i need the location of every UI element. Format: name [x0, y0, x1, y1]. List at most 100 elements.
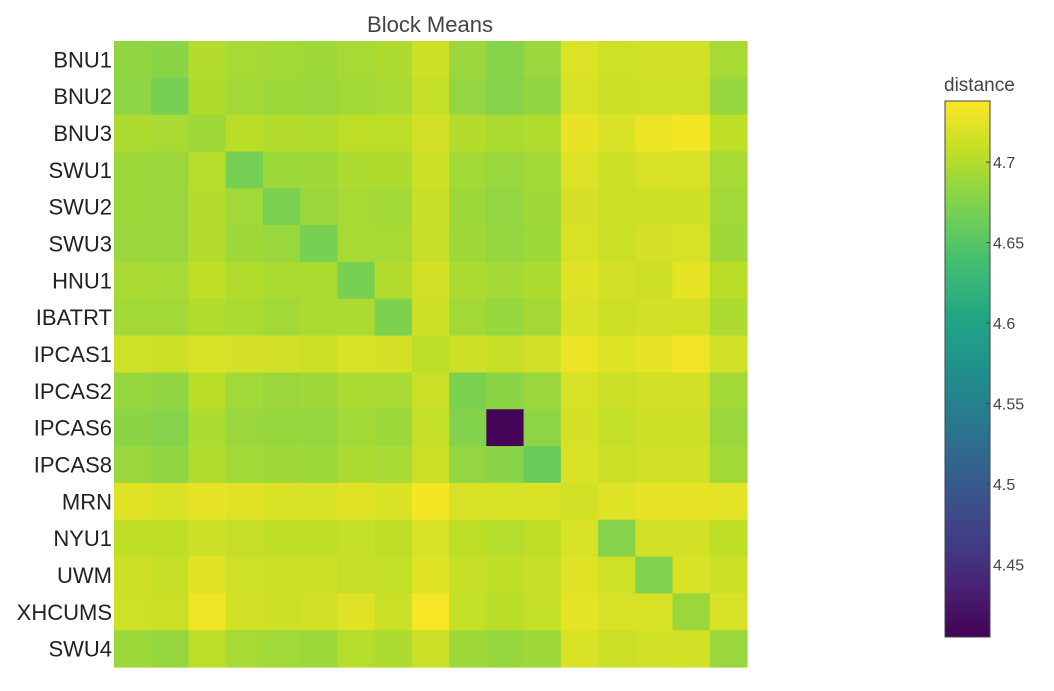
heatmap-cell-SWU2-XHCUMS: [672, 188, 711, 226]
heatmap-cell-SWU4-BNU2: [151, 630, 190, 668]
heatmap-cell-BNU1-BNU1: [114, 41, 152, 79]
heatmap-cell-IPCAS2-NYU1: [598, 372, 636, 410]
heatmap-cell-HNU1-HNU1: [337, 261, 376, 300]
heatmap-cell-XHCUMS-IPCAS1: [411, 593, 450, 631]
heatmap-cell-IPCAS6-IPCAS6: [486, 409, 525, 447]
y-tick-label-IBATRT: IBATRT: [36, 305, 112, 330]
heatmap-cell-IPCAS6-SWU3: [300, 409, 339, 447]
heatmap-cell-SWU2-NYU1: [598, 188, 636, 226]
heatmap-cell-SWU1-UWM: [635, 151, 674, 189]
heatmap-cell-IPCAS8-SWU3: [300, 446, 339, 484]
heatmap-cell-MRN-SWU4: [709, 482, 748, 521]
heatmap-cell-IBATRT-SWU3: [300, 298, 339, 337]
heatmap-cell-NYU1-IPCAS8: [523, 519, 562, 558]
heatmap-cell-SWU4-SWU1: [225, 630, 264, 668]
heatmap-cell-SWU1-SWU2: [262, 151, 301, 189]
heatmap-cell-IPCAS8-IPCAS1: [411, 446, 450, 484]
heatmap-cell-BNU2-XHCUMS: [672, 77, 711, 116]
y-tick-label-UWM: UWM: [57, 563, 112, 588]
heatmap-cell-SWU2-SWU2: [262, 188, 301, 226]
heatmap-cell-BNU3-SWU2: [262, 114, 301, 153]
heatmap-cell-BNU2-SWU2: [262, 77, 301, 116]
heatmap-cell-BNU3-MRN: [560, 114, 599, 153]
heatmap-cell-IPCAS2-HNU1: [337, 372, 376, 410]
heatmap-cell-IBATRT-IPCAS8: [523, 298, 562, 337]
heatmap-cell-IPCAS1-SWU3: [300, 335, 339, 374]
heatmap-cell-SWU4-UWM: [635, 630, 674, 668]
heatmap-cell-IPCAS2-BNU3: [188, 372, 227, 410]
y-tick-label-SWU1: SWU1: [48, 158, 112, 183]
heatmap-cell-BNU3-IPCAS1: [411, 114, 450, 153]
heatmap-cell-BNU1-IPCAS6: [486, 41, 525, 79]
heatmap-cell-NYU1-MRN: [560, 519, 599, 558]
heatmap-cell-XHCUMS-BNU3: [188, 593, 227, 631]
heatmap-cell-BNU1-NYU1: [598, 41, 636, 79]
heatmap-cell-NYU1-HNU1: [337, 519, 376, 558]
heatmap-cell-BNU2-IBATRT: [374, 77, 413, 116]
heatmap-cell-IBATRT-SWU2: [262, 298, 301, 337]
heatmap-cell-IPCAS6-BNU3: [188, 409, 227, 447]
heatmap-cell-IPCAS2-SWU1: [225, 372, 264, 410]
heatmap-cell-SWU3-SWU2: [262, 225, 301, 263]
heatmap-cell-IBATRT-BNU2: [151, 298, 190, 337]
heatmap-cell-MRN-SWU1: [225, 482, 264, 521]
heatmap-cell-SWU1-HNU1: [337, 151, 376, 189]
heatmap-cell-MRN-BNU3: [188, 482, 227, 521]
y-tick-label-SWU2: SWU2: [48, 195, 112, 220]
heatmap-cell-IBATRT-MRN: [560, 298, 599, 337]
heatmap-cell-HNU1-IPCAS2: [449, 261, 487, 300]
colorbar: distance 4.7 4.65 4.6 4.55 4.5 4.45: [944, 75, 1024, 638]
y-tick-label-IPCAS1: IPCAS1: [34, 342, 112, 367]
heatmap-cell-BNU2-SWU1: [225, 77, 264, 116]
heatmap-cell-BNU2-SWU3: [300, 77, 339, 116]
colorbar-tick-label: 4.6: [993, 316, 1015, 333]
heatmap-cell-SWU2-IPCAS8: [523, 188, 562, 226]
heatmap-cell-IPCAS1-BNU3: [188, 335, 227, 374]
heatmap-cell-IPCAS2-BNU2: [151, 372, 190, 410]
heatmap-cell-SWU2-BNU1: [114, 188, 152, 226]
heatmap-cell-BNU3-IPCAS6: [486, 114, 525, 153]
heatmap-cell-IPCAS2-BNU1: [114, 372, 152, 410]
heatmap-cell-XHCUMS-SWU3: [300, 593, 339, 631]
heatmap-cell-IPCAS8-SWU1: [225, 446, 264, 484]
heatmap-cell-IPCAS8-SWU4: [709, 446, 748, 484]
heatmap-cell-BNU2-HNU1: [337, 77, 376, 116]
heatmap-cell-IPCAS1-SWU1: [225, 335, 264, 374]
y-tick-label-SWU4: SWU4: [48, 637, 112, 662]
heatmap-cell-BNU2-IPCAS8: [523, 77, 562, 116]
heatmap-cell-XHCUMS-IPCAS6: [486, 593, 525, 631]
heatmap-cell-SWU2-IPCAS1: [411, 188, 450, 226]
heatmap-cell-HNU1-SWU4: [709, 261, 748, 300]
y-tick-label-MRN: MRN: [62, 489, 112, 514]
heatmap-cell-HNU1-IBATRT: [374, 261, 413, 300]
heatmap-cell-SWU2-BNU3: [188, 188, 227, 226]
heatmap-cell-IPCAS2-MRN: [560, 372, 599, 410]
colorbar-gradient: [944, 100, 991, 638]
heatmap-cell-SWU3-SWU1: [225, 225, 264, 263]
colorbar-tick-label: 4.45: [993, 558, 1024, 575]
heatmap-cell-SWU3-XHCUMS: [672, 225, 711, 263]
heatmap-cell-HNU1-MRN: [560, 261, 599, 300]
heatmap-cell-BNU1-MRN: [560, 41, 599, 79]
heatmap-cell-MRN-SWU2: [262, 482, 301, 521]
y-tick-label-IPCAS8: IPCAS8: [34, 452, 112, 477]
heatmap-cell-BNU1-BNU2: [151, 41, 190, 79]
y-tick-label-IPCAS6: IPCAS6: [34, 416, 112, 441]
heatmap-cell-BNU1-IPCAS8: [523, 41, 562, 79]
heatmap-cells: [114, 41, 748, 668]
heatmap-cell-IPCAS6-BNU1: [114, 409, 152, 447]
heatmap-cell-IPCAS6-MRN: [560, 409, 599, 447]
heatmap-cell-SWU4-XHCUMS: [672, 630, 711, 668]
heatmap-cell-MRN-UWM: [635, 482, 674, 521]
heatmap-cell-HNU1-BNU2: [151, 261, 190, 300]
heatmap-cell-IPCAS1-UWM: [635, 335, 674, 374]
heatmap-cell-SWU3-IBATRT: [374, 225, 413, 263]
heatmap-cell-IPCAS1-NYU1: [598, 335, 636, 374]
heatmap-cell-MRN-IPCAS2: [449, 482, 487, 521]
heatmap-cell-BNU1-IBATRT: [374, 41, 413, 79]
heatmap-cell-IPCAS8-HNU1: [337, 446, 376, 484]
heatmap-cell-SWU4-IPCAS1: [411, 630, 450, 668]
heatmap-cell-NYU1-SWU1: [225, 519, 264, 558]
heatmap-cell-BNU1-SWU1: [225, 41, 264, 79]
heatmap-cell-SWU1-NYU1: [598, 151, 636, 189]
